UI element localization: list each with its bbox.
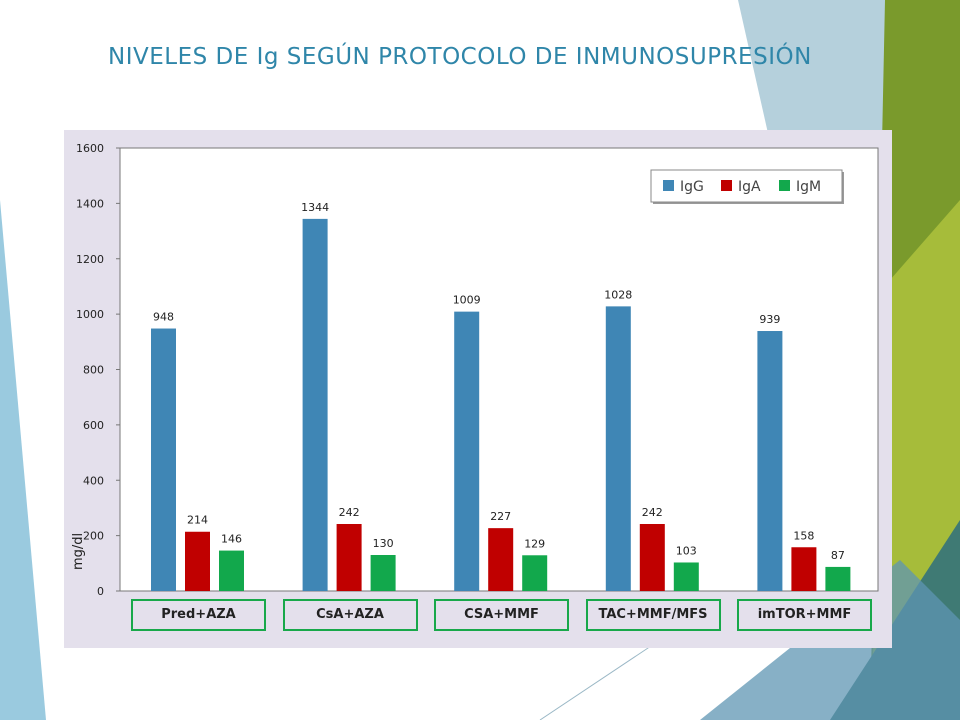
- category-label: TAC+MMF/MFS: [585, 599, 721, 631]
- y-tick-label: 600: [83, 419, 104, 432]
- bar-iga: [488, 528, 514, 591]
- bar-igm: [825, 566, 851, 591]
- bar-igg: [454, 311, 480, 591]
- y-tick-label: 1200: [76, 253, 104, 266]
- bar-iga: [336, 523, 362, 591]
- data-label: 1344: [301, 201, 329, 214]
- y-tick-label: 800: [83, 364, 104, 377]
- y-tick-label: 200: [83, 530, 104, 543]
- data-label: 130: [373, 537, 394, 550]
- data-label: 1009: [453, 294, 481, 307]
- y-axis-label: mg/dl: [71, 533, 86, 570]
- legend-swatch-iga: [721, 180, 732, 191]
- y-tick-label: 1400: [76, 197, 104, 210]
- data-label: 146: [221, 533, 242, 546]
- data-label: 242: [339, 506, 360, 519]
- category-label: CsA+AZA: [282, 599, 418, 631]
- data-label: 87: [831, 549, 845, 562]
- data-label: 948: [153, 311, 174, 324]
- legend-label-igm: IgM: [796, 179, 821, 195]
- bar-igm: [370, 555, 396, 591]
- data-label: 129: [524, 537, 545, 550]
- bar-igm: [522, 555, 548, 591]
- y-tick-label: 0: [97, 585, 104, 598]
- slide-title: NIVELES DE Ig SEGÚN PROTOCOLO DE INMUNOS…: [108, 44, 812, 70]
- bar-igg: [605, 306, 631, 591]
- data-label: 158: [793, 529, 814, 542]
- bar-igg: [757, 331, 783, 591]
- bar-igg: [151, 328, 176, 591]
- deco-line: [539, 639, 661, 720]
- data-label: 103: [676, 544, 697, 557]
- bar-iga: [791, 547, 817, 591]
- y-tick-label: 1600: [76, 142, 104, 155]
- legend-label-iga: IgA: [738, 179, 761, 195]
- legend-label-igg: IgG: [680, 179, 704, 195]
- bar-iga: [639, 523, 665, 591]
- legend-swatch-igg: [663, 180, 674, 191]
- legend-box: [650, 169, 843, 203]
- data-label: 1028: [604, 288, 632, 301]
- legend-swatch-igm: [779, 180, 790, 191]
- data-label: 227: [490, 510, 511, 523]
- y-tick-label: 400: [83, 474, 104, 487]
- bar-igg: [302, 218, 328, 591]
- bar-iga: [185, 531, 210, 591]
- data-label: 242: [642, 506, 663, 519]
- data-label: 214: [187, 514, 208, 527]
- bar-igm: [673, 562, 699, 591]
- data-label: 939: [759, 313, 780, 326]
- category-label: Pred+AZA: [131, 599, 266, 631]
- bar-igm: [219, 550, 244, 591]
- category-label: CSA+MMF: [434, 599, 569, 631]
- plot-area: [119, 147, 879, 592]
- y-tick-label: 1000: [76, 308, 104, 321]
- category-label: imTOR+MMF: [737, 599, 872, 631]
- deco-left-triangle: [0, 200, 46, 720]
